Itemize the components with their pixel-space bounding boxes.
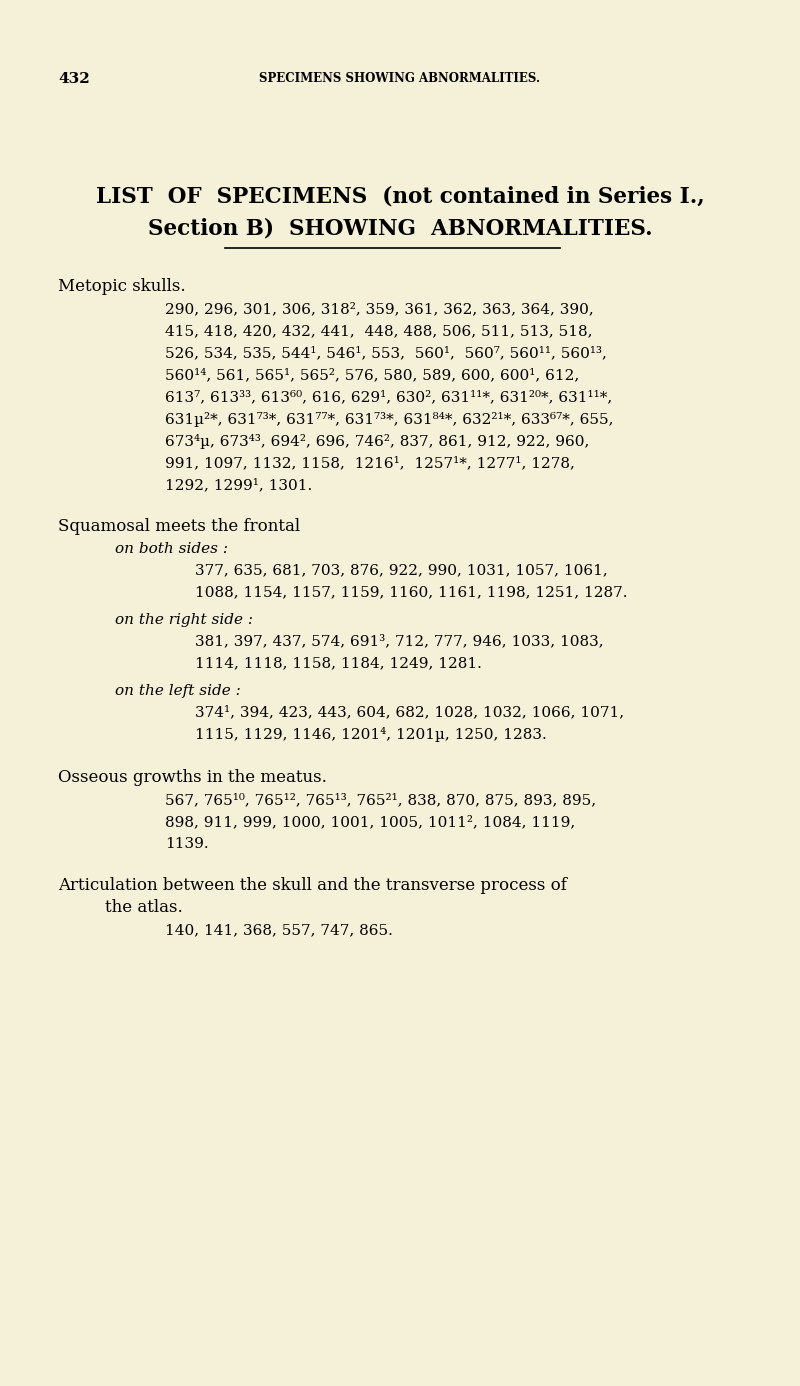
Text: 567, 765¹⁰, 765¹², 765¹³, 765²¹, 838, 870, 875, 893, 895,: 567, 765¹⁰, 765¹², 765¹³, 765²¹, 838, 87…	[165, 793, 596, 807]
Text: 631µ²*, 631⁷³*, 631⁷⁷*, 631⁷³*, 631⁸⁴*, 632²¹*, 633⁶⁷*, 655,: 631µ²*, 631⁷³*, 631⁷⁷*, 631⁷³*, 631⁸⁴*, …	[165, 412, 614, 427]
Text: 381, 397, 437, 574, 691³, 712, 777, 946, 1033, 1083,: 381, 397, 437, 574, 691³, 712, 777, 946,…	[195, 633, 604, 649]
Text: 377, 635, 681, 703, 876, 922, 990, 1031, 1057, 1061,: 377, 635, 681, 703, 876, 922, 990, 1031,…	[195, 563, 608, 577]
Text: 290, 296, 301, 306, 318², 359, 361, 362, 363, 364, 390,: 290, 296, 301, 306, 318², 359, 361, 362,…	[165, 302, 594, 316]
Text: Osseous growths in the meatus.: Osseous growths in the meatus.	[58, 769, 327, 786]
Text: Metopic skulls.: Metopic skulls.	[58, 279, 186, 295]
Text: 140, 141, 368, 557, 747, 865.: 140, 141, 368, 557, 747, 865.	[165, 923, 393, 937]
Text: Section B)  SHOWING  ABNORMALITIES.: Section B) SHOWING ABNORMALITIES.	[148, 218, 652, 240]
Text: Articulation between the skull and the transverse process of: Articulation between the skull and the t…	[58, 877, 567, 894]
Text: 673⁴µ, 673⁴³, 694², 696, 746², 837, 861, 912, 922, 960,: 673⁴µ, 673⁴³, 694², 696, 746², 837, 861,…	[165, 434, 590, 449]
Text: 415, 418, 420, 432, 441,  448, 488, 506, 511, 513, 518,: 415, 418, 420, 432, 441, 448, 488, 506, …	[165, 324, 593, 338]
Text: 613⁷, 613³³, 613⁶⁰, 616, 629¹, 630², 631¹¹*, 631²⁰*, 631¹¹*,: 613⁷, 613³³, 613⁶⁰, 616, 629¹, 630², 631…	[165, 389, 612, 403]
Text: LIST  OF  SPECIMENS  (not contained in Series I.,: LIST OF SPECIMENS (not contained in Seri…	[96, 184, 704, 207]
Text: on the left side :: on the left side :	[115, 685, 241, 699]
Text: the atlas.: the atlas.	[105, 900, 182, 916]
Text: 1292, 1299¹, 1301.: 1292, 1299¹, 1301.	[165, 478, 312, 492]
Text: 1139.: 1139.	[165, 837, 209, 851]
Text: 1115, 1129, 1146, 1201⁴, 1201µ, 1250, 1283.: 1115, 1129, 1146, 1201⁴, 1201µ, 1250, 12…	[195, 728, 546, 742]
Text: 560¹⁴, 561, 565¹, 565², 576, 580, 589, 600, 600¹, 612,: 560¹⁴, 561, 565¹, 565², 576, 580, 589, 6…	[165, 369, 579, 383]
Text: 374¹, 394, 423, 443, 604, 682, 1028, 1032, 1066, 1071,: 374¹, 394, 423, 443, 604, 682, 1028, 103…	[195, 705, 624, 719]
Text: on the right side :: on the right side :	[115, 613, 253, 626]
Text: Squamosal meets the frontal: Squamosal meets the frontal	[58, 518, 300, 535]
Text: 526, 534, 535, 544¹, 546¹, 553,  560¹,  560⁷, 560¹¹, 560¹³,: 526, 534, 535, 544¹, 546¹, 553, 560¹, 56…	[165, 346, 607, 360]
Text: on both sides :: on both sides :	[115, 542, 228, 556]
Text: 1088, 1154, 1157, 1159, 1160, 1161, 1198, 1251, 1287.: 1088, 1154, 1157, 1159, 1160, 1161, 1198…	[195, 585, 627, 599]
Text: 1114, 1118, 1158, 1184, 1249, 1281.: 1114, 1118, 1158, 1184, 1249, 1281.	[195, 656, 482, 669]
Text: SPECIMENS SHOWING ABNORMALITIES.: SPECIMENS SHOWING ABNORMALITIES.	[259, 72, 541, 85]
Text: 898, 911, 999, 1000, 1001, 1005, 1011², 1084, 1119,: 898, 911, 999, 1000, 1001, 1005, 1011², …	[165, 815, 575, 829]
Text: 432: 432	[58, 72, 90, 86]
Text: 991, 1097, 1132, 1158,  1216¹,  1257¹*, 1277¹, 1278,: 991, 1097, 1132, 1158, 1216¹, 1257¹*, 12…	[165, 456, 575, 470]
